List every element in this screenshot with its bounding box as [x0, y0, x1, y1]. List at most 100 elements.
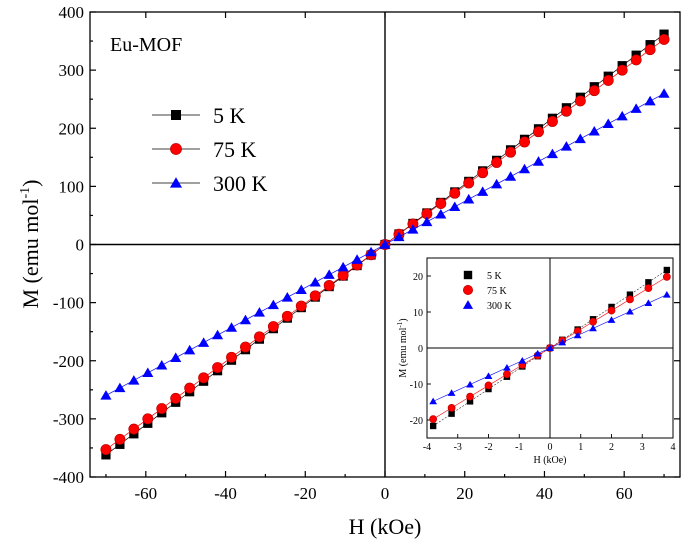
inset-x-tick-label: 4: [671, 442, 676, 453]
inset-data-point: [607, 306, 616, 315]
inset-y-tick-label: -20: [410, 416, 423, 427]
data-point: [323, 269, 335, 279]
inset-data-point: [429, 415, 438, 424]
x-axis-label: H (kOe): [349, 514, 422, 539]
main-legend: 5 K 75 K 300 K: [152, 103, 268, 196]
inset-y-axis-label-text: M (emu mol-1): [396, 318, 409, 377]
inset-y-tick-label: 0: [418, 344, 423, 355]
data-point: [449, 201, 461, 211]
y-tick-label: 300: [59, 61, 85, 80]
data-point: [114, 433, 126, 445]
data-point: [240, 341, 251, 353]
data-point: [560, 141, 572, 151]
data-point: [546, 148, 558, 159]
inset-data-point: [466, 392, 474, 401]
inset-y-tick-label: -10: [410, 380, 423, 391]
y-tick-label: 200: [59, 119, 85, 138]
data-point: [407, 224, 419, 234]
data-point: [128, 423, 140, 435]
data-point: [505, 171, 517, 181]
inset-x-axis-label: H (kOe): [533, 455, 566, 466]
inset-data-point: [663, 266, 671, 274]
inset-data-point: [662, 272, 671, 281]
y-tick-label: -400: [53, 468, 84, 487]
x-tick-label: 20: [456, 484, 473, 503]
data-point: [435, 209, 447, 219]
inset-legend-marker: [463, 270, 473, 280]
data-point: [630, 54, 642, 66]
data-point: [226, 351, 237, 363]
data-point: [170, 352, 182, 362]
legend-marker: [170, 143, 182, 155]
inset-data-point: [429, 422, 437, 430]
inset-y-axis-label-sup: -1: [396, 321, 404, 327]
data-point: [351, 254, 363, 264]
y-tick-label: -100: [53, 294, 84, 313]
y-axis-label-close: ): [18, 180, 43, 187]
data-point: [323, 280, 335, 291]
data-point: [616, 64, 628, 76]
inset-data-point: [589, 324, 597, 332]
inset-y-axis-label-close: ): [398, 318, 409, 321]
inset-data-point: [644, 299, 653, 307]
data-point: [225, 322, 238, 332]
y-tick-label: -200: [53, 352, 84, 371]
inset-data-point: [662, 290, 671, 298]
inset-data-point: [518, 356, 527, 364]
inset-data-point: [466, 380, 474, 388]
data-point: [295, 284, 307, 295]
inset-legend: 5 K 75 K 300 K: [462, 270, 513, 312]
data-point: [142, 413, 154, 425]
inset-y-axis-label-main: M (emu mol: [398, 327, 409, 377]
data-point: [463, 177, 475, 189]
y-axis-label-text: M (emu mol-1): [18, 180, 43, 309]
data-point: [519, 136, 530, 148]
data-point: [267, 299, 279, 310]
inset-data-point: [626, 295, 634, 304]
legend-marker: [171, 110, 181, 120]
inset-data-point: [626, 291, 634, 298]
inset-data-point: [503, 363, 511, 371]
inset-data-point: [484, 372, 493, 380]
inset-y-axis-label: M (emu mol-1): [396, 318, 409, 377]
data-point: [588, 85, 600, 97]
data-point: [477, 186, 489, 196]
y-tick-label: 0: [76, 236, 85, 255]
legend-label: 5 K: [213, 103, 246, 128]
inset-data-point: [589, 317, 597, 326]
data-point: [421, 216, 433, 227]
data-point: [128, 375, 140, 385]
inset-legend-marker: [462, 284, 474, 296]
data-point: [644, 95, 656, 106]
x-tick-label: -20: [294, 484, 317, 503]
main-axis-ticks: -60 -40 -20 0 20 40 60-400-300-200-10001002003…: [53, 3, 680, 503]
data-point: [309, 290, 321, 302]
data-point: [184, 344, 196, 355]
inset-x-tick-label: -1: [515, 442, 523, 453]
data-point: [658, 33, 670, 45]
data-point: [100, 390, 112, 400]
data-point: [198, 337, 210, 347]
data-point: [156, 359, 168, 370]
data-point: [435, 198, 447, 209]
data-point: [658, 88, 670, 98]
data-point: [212, 329, 224, 340]
data-point: [170, 392, 182, 404]
data-point: [337, 261, 349, 272]
inset-data-point: [558, 338, 567, 346]
inset-x-tick-label: -2: [484, 442, 492, 453]
inset-legend-label: 75 K: [487, 286, 508, 297]
data-point: [253, 307, 265, 317]
data-point: [546, 116, 558, 127]
inset-series-layer: [429, 266, 671, 430]
data-point: [491, 157, 503, 168]
data-point: [365, 246, 377, 257]
y-axis-label-main: M (emu mol: [18, 199, 43, 309]
inset-data-point: [644, 284, 653, 292]
x-tick-label: 40: [536, 484, 553, 503]
data-point: [505, 146, 517, 158]
inset-data-point: [503, 370, 511, 379]
data-point: [379, 239, 391, 249]
